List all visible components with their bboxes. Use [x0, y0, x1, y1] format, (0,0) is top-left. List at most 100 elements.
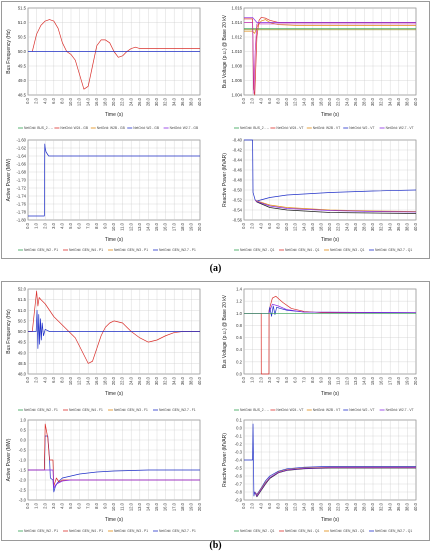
y-tick-label: 51.5 — [18, 6, 27, 11]
x-tick-label: 14.0 — [301, 97, 306, 106]
x-tick-label: 8.0 — [60, 97, 65, 103]
x-tick-label: 18.0 — [396, 376, 401, 385]
y-tick-label: -0.52 — [232, 198, 242, 203]
x-tick-label: 0.0 — [25, 376, 30, 382]
y-tick-label: 1.016 — [232, 6, 243, 11]
legend-entry: NetGrid: BUS_2 - ... — [240, 126, 269, 130]
x-tick-label: 38.0 — [189, 376, 194, 385]
series-line — [254, 199, 417, 213]
x-tick-label: 32.0 — [379, 222, 384, 231]
x-tick-label: 6.0 — [77, 502, 82, 508]
x-tick-label: 11.0 — [336, 376, 341, 385]
x-tick-label: 2.0 — [42, 502, 47, 508]
x-tick-label: 32.0 — [163, 376, 168, 385]
x-tick-label: 26.0 — [353, 502, 358, 511]
x-tick-label: 12.0 — [77, 97, 82, 106]
x-tick-label: 34.0 — [387, 97, 392, 106]
x-tick-label: 18.0 — [103, 376, 108, 385]
y-tick-label: -0.54 — [232, 208, 242, 213]
x-tick-label: 10.0 — [68, 376, 73, 385]
x-tick-label: 4.0 — [60, 502, 65, 508]
y-tick-label: 1.0 — [236, 311, 242, 316]
x-axis-label: Time (s) — [105, 112, 123, 118]
x-tick-label: 16.0 — [310, 502, 315, 511]
x-tick-label: 3.0 — [267, 376, 272, 382]
x-tick-label: 1.0 — [34, 222, 39, 228]
legend-entry: NetGrid: GEN_W3 - P1 — [114, 529, 148, 533]
x-tick-label: 17.0 — [171, 222, 176, 231]
y-tick-label: -1.80 — [16, 218, 26, 223]
x-tick-label: 40.0 — [413, 222, 418, 231]
y-tick-label: 1.012 — [232, 35, 243, 40]
y-tick-label: -2.0 — [19, 478, 27, 483]
x-tick-label: 16.0 — [310, 97, 315, 106]
x-tick-label: 4.0 — [60, 222, 65, 228]
x-tick-label: 3.0 — [51, 502, 56, 508]
y-tick-label: -0.46 — [232, 168, 242, 173]
y-tick-label: -1.76 — [16, 202, 26, 207]
x-tick-label: 13.0 — [353, 376, 358, 385]
y-axis-label: Reactive Power (MVAR) — [222, 433, 228, 487]
x-tick-label: 12.0 — [293, 502, 298, 511]
x-tick-label: 28.0 — [146, 376, 151, 385]
x-tick-label: 14.0 — [301, 502, 306, 511]
legend-entry: NetGrid: GEN_W2 - F1 — [24, 408, 58, 412]
x-axis-label: Time (s) — [321, 237, 339, 243]
y-tick-label: -0.50 — [232, 188, 242, 193]
x-tick-label: 10.0 — [284, 97, 289, 106]
y-tick-label: 49.5 — [18, 340, 27, 345]
y-tick-label: 1.008 — [232, 64, 243, 69]
y-tick-label: -1.62 — [16, 146, 26, 151]
legend-entry: NetGrid: BUS_2 - ... — [24, 126, 53, 130]
y-tick-label: -0.42 — [232, 148, 242, 153]
legend-entry: NetGrid: GEN_W2.7 - Q1 — [375, 248, 412, 252]
y-tick-label: 0.5 — [20, 428, 26, 433]
x-tick-label: 5.0 — [68, 222, 73, 228]
x-tick-label: 26.0 — [137, 376, 142, 385]
x-tick-label: 6.0 — [293, 376, 298, 382]
y-tick-label: 1.0 — [20, 418, 26, 423]
y-tick-label: 50.0 — [18, 49, 27, 54]
x-tick-label: 7.0 — [85, 502, 90, 508]
x-tick-label: 2.0 — [34, 376, 39, 382]
x-axis-label: Time (s) — [321, 112, 339, 118]
y-tick-label: 48.0 — [18, 372, 27, 377]
legend-entry: NetGrid: W2.7 - GB — [170, 126, 199, 130]
x-tick-label: 36.0 — [396, 222, 401, 231]
x-tick-label: 15.0 — [154, 502, 159, 511]
x-tick-label: 0.0 — [241, 97, 246, 103]
y-tick-label: -0.1 — [235, 434, 243, 439]
legend-entry: NetGrid: GEN_W2.7 - Q1 — [375, 529, 412, 533]
y-tick-label: 49.0 — [18, 78, 27, 83]
series-line — [244, 17, 416, 23]
x-tick-label: 17.0 — [171, 502, 176, 511]
x-tick-label: 18.0 — [319, 97, 324, 106]
x-tick-label: 16.0 — [163, 222, 168, 231]
y-axis-label: Bus Frequency (Hz) — [6, 309, 12, 354]
x-tick-label: 0.0 — [25, 222, 30, 228]
x-tick-label: 8.0 — [310, 376, 315, 382]
legend-entry: NetGrid: W2B - VT — [313, 126, 340, 130]
legend-entry: NetGrid: GEN_W4 - Q1 — [285, 529, 320, 533]
x-tick-label: 6.0 — [267, 97, 272, 103]
x-tick-label: 38.0 — [405, 97, 410, 106]
y-tick-label: 48.5 — [18, 93, 27, 98]
x-tick-label: 2.0 — [258, 376, 263, 382]
series-line — [28, 143, 200, 217]
y-tick-label: 1.004 — [232, 93, 243, 98]
legend-entry: NetGrid: W2 - VT — [349, 408, 374, 412]
x-tick-label: 40.0 — [197, 97, 202, 106]
legend-entry: NetGrid: GEN_W4 - F1 — [69, 408, 103, 412]
x-tick-label: 20.0 — [197, 222, 202, 231]
legend-entry: NetGrid: W2.7 - VT — [386, 408, 414, 412]
x-tick-label: 20.0 — [327, 222, 332, 231]
y-tick-label: -1.0 — [19, 458, 27, 463]
x-tick-label: 20.0 — [197, 502, 202, 511]
legend-entry: NetGrid: GEN_W3 - Q1 — [330, 529, 365, 533]
series-line — [28, 290, 200, 364]
y-axis-label: Bus Voltage (p.u.) @ Base 20 kV — [222, 14, 228, 88]
y-tick-label: -1.74 — [16, 194, 26, 199]
y-tick-label: 49.0 — [18, 350, 27, 355]
x-tick-label: 20.0 — [111, 376, 116, 385]
x-tick-label: 28.0 — [362, 97, 367, 106]
